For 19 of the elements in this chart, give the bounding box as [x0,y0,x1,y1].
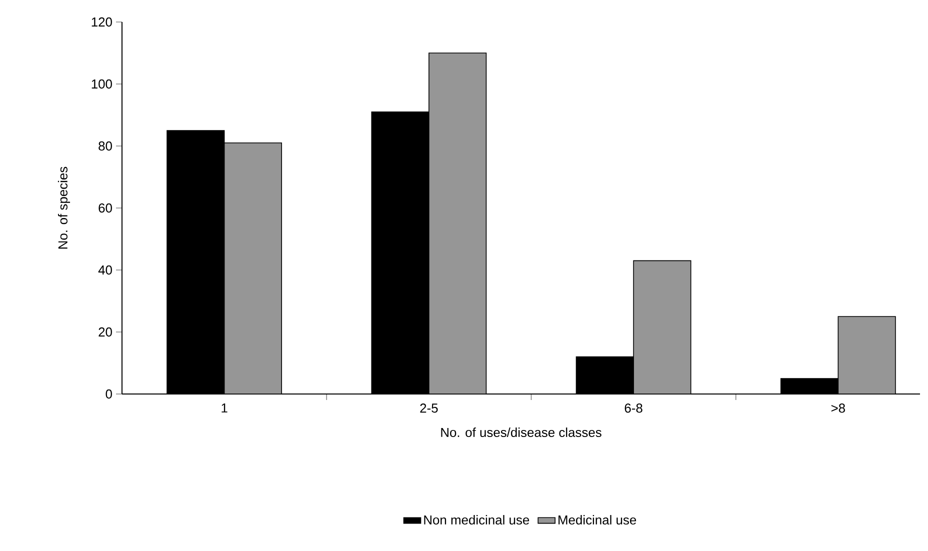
x-tick-label: 2-5 [420,404,438,413]
x-axis-title: No. of uses/disease classes [441,428,602,438]
legend-label: Non medicinal use [424,515,530,525]
x-tick-label: >8 [831,404,845,413]
y-tick-label: 20 [98,327,112,337]
bar [633,260,692,394]
x-tick-label: 6-8 [624,404,642,413]
x-tick-label: 1 [222,404,228,412]
y-tick-label: 120 [92,17,112,27]
y-tick-label: 60 [98,203,112,213]
bar [838,316,896,394]
y-tick-label: 40 [98,265,112,275]
bar [224,142,282,394]
legend-label: Medicinal use [558,515,636,525]
bar [428,52,487,394]
y-axis-title: No. of species [58,166,70,249]
y-tick-label: 0 [106,389,112,399]
y-tick-label: 80 [98,141,112,151]
y-tick-label: 100 [92,79,112,89]
